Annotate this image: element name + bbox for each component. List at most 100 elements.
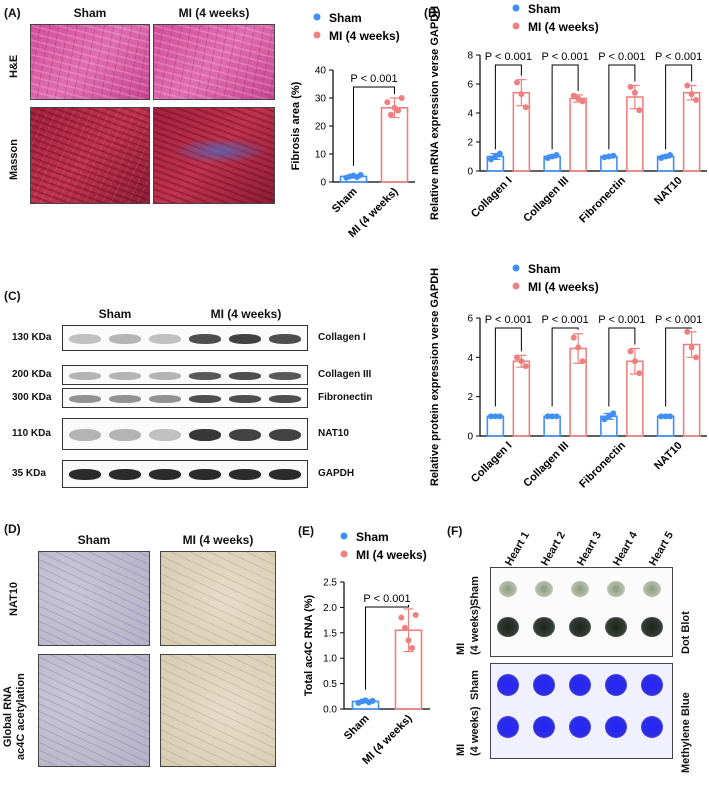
significance-bracket — [608, 64, 636, 150]
p-value-label: P < 0.001 — [598, 314, 645, 326]
data-point — [518, 91, 525, 98]
data-point — [395, 107, 402, 114]
data-point — [631, 358, 638, 365]
blot-band — [149, 395, 181, 403]
x-tick-label: Fibronectin — [577, 439, 628, 490]
data-point — [579, 358, 586, 365]
y-tick-label: 1.0 — [323, 654, 337, 665]
blot-band — [69, 469, 101, 481]
legend-marker — [512, 22, 520, 30]
significance-bracket — [494, 64, 522, 150]
blot-strip — [62, 365, 308, 385]
data-point — [409, 645, 416, 652]
y-tick-label: 0 — [467, 432, 473, 443]
p-value-label: P < 0.001 — [598, 51, 645, 63]
dot-left-label-mi: MI — [455, 642, 467, 655]
data-point — [667, 413, 674, 420]
data-point — [605, 153, 612, 160]
he-mi-image — [153, 24, 275, 100]
sham-dot — [535, 581, 553, 597]
blot-band — [189, 395, 221, 403]
panel-b-label: (B) — [424, 6, 441, 20]
blot-band — [109, 428, 141, 441]
y-axis-label: Relative protein expression verse GAPDH — [429, 268, 441, 486]
bar — [512, 360, 531, 437]
blot-protein-label: GAPDH — [318, 468, 355, 479]
y-tick-label: 4 — [467, 353, 473, 364]
x-tick-label: Collagen III — [521, 440, 571, 490]
mi-blue-dot — [641, 716, 663, 738]
data-point — [492, 153, 499, 160]
blot-band — [109, 469, 141, 481]
panel-d-col-sham: Sham — [77, 533, 111, 547]
blot-band — [109, 395, 141, 403]
dot-left-label-weeks: (4 weeks) — [469, 605, 481, 655]
row-label-masson: Masson — [8, 139, 20, 180]
mi-blue-dot — [569, 716, 591, 738]
masson-sham-image — [30, 107, 150, 204]
legend-label: Sham — [528, 262, 561, 276]
bar — [380, 107, 409, 183]
blot-band — [69, 333, 101, 344]
ac4c-chart: Sham MI (4 weeks) 0.0 0.5 1.0 1.5 2.0 2.5 Total … — [303, 530, 430, 767]
significance-bracket — [494, 327, 522, 407]
mi-dot — [641, 617, 663, 637]
data-point — [688, 344, 695, 351]
blot-band — [69, 372, 101, 380]
ihc-ac4c-mi-image — [160, 654, 276, 767]
he-sham-image — [30, 24, 150, 100]
data-point — [384, 99, 391, 106]
p-value-label: P < 0.001 — [542, 314, 589, 326]
p-value-label: P < 0.001 — [350, 73, 397, 85]
row-label-nat10: NAT10 — [8, 581, 20, 616]
data-point — [693, 96, 700, 103]
data-point — [570, 92, 577, 99]
sham-dot — [499, 581, 517, 597]
data-point — [684, 82, 691, 89]
significance-bracket — [551, 64, 579, 150]
data-point — [412, 612, 419, 619]
blot-strip — [62, 325, 308, 351]
significance-bracket — [551, 327, 579, 407]
mi-dot — [497, 617, 519, 637]
data-point — [496, 413, 503, 420]
p-value-label: P < 0.001 — [655, 314, 702, 326]
blot-band — [229, 428, 261, 441]
data-point — [601, 154, 608, 161]
blot-band — [149, 428, 181, 441]
data-point — [667, 152, 674, 159]
legend-marker — [340, 550, 348, 558]
data-point — [601, 416, 608, 423]
y-tick-label: 1.5 — [323, 628, 337, 639]
legend-label: Sham — [528, 2, 561, 16]
data-point — [579, 98, 586, 105]
legend-label: MI (4 weeks) — [356, 548, 427, 562]
x-tick-label: Sham — [342, 712, 372, 742]
data-point — [636, 107, 643, 114]
blot-band — [109, 333, 141, 344]
data-point — [513, 354, 520, 361]
heart-label: Heart 1 — [503, 529, 533, 568]
blot-band — [269, 469, 301, 481]
data-point — [553, 413, 560, 420]
row-label-ac4c: Global RNA ac4C acetylation — [2, 673, 27, 760]
blot-band — [229, 395, 261, 403]
blot-protein-label: Collagen III — [318, 369, 372, 380]
data-point — [496, 150, 503, 157]
data-point — [401, 624, 408, 631]
data-point — [570, 334, 577, 341]
p-value-label: P < 0.001 — [485, 51, 532, 63]
blot-kda-label: 130 KDa — [12, 332, 52, 343]
blot-band — [189, 372, 221, 380]
blot-band — [149, 333, 181, 344]
blot-protein-label: Fibronectin — [318, 392, 373, 403]
bar — [682, 91, 701, 172]
x-tick-label: Collagen I — [469, 440, 515, 486]
blot-protein-label: NAT10 — [318, 428, 349, 439]
blot-kda-label: 35 KDa — [12, 468, 46, 479]
data-point — [575, 95, 582, 102]
row-label-he: H&E — [8, 54, 20, 78]
data-point — [487, 413, 494, 420]
data-point — [405, 637, 412, 644]
blot-band — [229, 333, 261, 344]
